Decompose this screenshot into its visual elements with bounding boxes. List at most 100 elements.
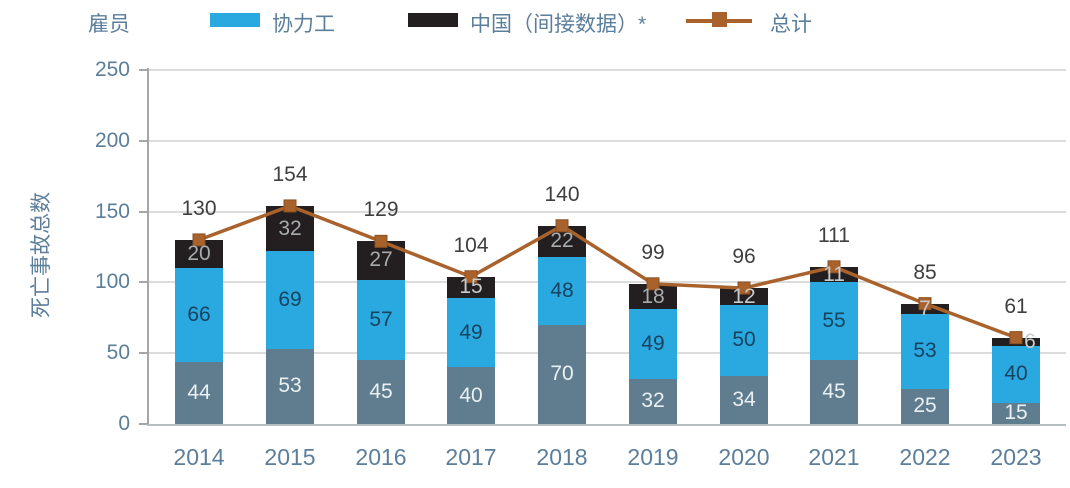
bar-segment-0-2017 [447,367,495,424]
y-axis-tick-label-0: 0 [118,412,130,435]
bar-value-label-1-2020: 50 [732,328,756,352]
bar-value-label-1-2021: 55 [822,309,846,333]
bar-segment-0-2014 [175,361,223,424]
x-axis-label-2017: 2017 [445,444,497,470]
bar-segment-1-2022 [901,313,949,389]
legend-item-china-indirect: 中国（间接数据）* [470,13,647,36]
x-axis-label-2018: 2018 [536,444,588,470]
x-axis-label-2016: 2016 [355,444,407,470]
bar-segment-0-2020 [720,375,768,424]
y-axis-line [147,68,149,425]
legend-line-marker-icon [712,12,727,27]
legend-item-total: 总计 [770,13,812,36]
x-axis-line [147,424,1066,426]
y-axis-tick-label-200: 200 [94,128,130,152]
gridline-100 [148,281,1066,284]
line-marker-2016 [374,234,388,248]
line-marker-2021 [827,260,841,274]
x-axis-label-2019: 2019 [627,444,679,470]
bar-segment-1-2017 [447,297,495,368]
x-axis-label-2020: 2020 [718,444,770,470]
bar-segment-1-2021 [810,282,858,361]
bar-value-label-2-2019: 18 [641,284,665,308]
bar-segment-1-2014 [175,268,223,362]
total-value-label-2017: 104 [453,233,489,257]
gridline-200 [148,139,1066,142]
bar-value-label-0-2023: 15 [1004,401,1028,425]
bar-value-label-0-2014: 44 [187,380,211,404]
total-value-label-2023: 61 [1004,294,1028,318]
total-value-label-2021: 111 [818,223,850,247]
bar-segment-0-2023 [992,402,1040,424]
legend-item-employees: 雇员 [88,13,130,36]
y-axis-tick-label-150: 150 [94,199,130,223]
bar-value-label-0-2022: 25 [913,394,937,418]
bar-segment-0-2015 [266,348,314,424]
total-value-label-2016: 129 [363,198,399,222]
bar-value-label-2-2014: 20 [187,242,211,266]
total-line [198,204,1017,340]
legend-swatch-china-indirect [408,13,458,27]
bar-value-label-0-2015: 53 [278,374,302,398]
total-value-label-2014: 130 [181,196,217,220]
x-axis-label-2014: 2014 [173,444,225,470]
bar-segment-0-2018 [538,324,586,424]
bar-value-label-0-2021: 45 [822,380,846,404]
bar-segment-1-2018 [538,256,586,325]
y-axis-tick-50 [139,352,148,355]
line-marker-2017 [464,270,478,284]
legend-swatch-contractors [210,13,260,27]
y-axis-tick-250 [139,69,148,71]
total-value-label-2019: 99 [641,240,665,264]
total-value-label-2020: 96 [732,245,756,269]
x-axis-label-2021: 2021 [808,444,860,470]
y-axis-tick-0 [139,423,148,425]
y-axis-tick-150 [139,210,148,213]
x-axis-label-2022: 2022 [899,444,951,470]
bar-value-label-1-2015: 69 [278,288,302,312]
bar-segment-1-2015 [266,251,314,349]
line-marker-2020 [737,281,751,295]
bar-value-label-1-2022: 53 [913,339,937,363]
bar-value-label-1-2016: 57 [369,307,393,331]
bar-segment-1-2023 [992,346,1040,403]
y-axis-tick-label-50: 50 [106,341,130,365]
gridline-250 [148,69,1066,71]
line-marker-2019 [646,277,660,291]
line-marker-2014 [192,233,206,247]
bar-value-label-0-2019: 32 [641,389,665,413]
bar-value-label-2-2021: 11 [823,262,845,286]
bar-value-label-0-2017: 40 [459,383,483,407]
gridline-150 [148,210,1066,213]
total-value-label-2022: 85 [913,260,937,284]
bar-segment-1-2016 [357,279,405,361]
bar-value-label-1-2023: 40 [1004,362,1028,386]
bar-value-label-0-2020: 34 [732,387,756,411]
bar-value-label-2-2017: 15 [459,275,483,299]
bar-segment-0-2016 [357,360,405,424]
bar-segment-2-2017 [447,276,495,298]
bar-segment-2-2020 [720,288,768,306]
bar-value-label-2-2020: 12 [732,284,756,308]
bar-segment-1-2019 [629,309,677,379]
y-axis-tick-label-250: 250 [94,58,130,81]
bar-segment-0-2022 [901,388,949,424]
bar-segment-0-2019 [629,378,677,424]
bar-value-label-0-2016: 45 [369,380,393,404]
bar-value-label-0-2018: 70 [550,362,574,386]
bar-value-label-1-2019: 49 [641,331,665,355]
bar-value-label-2-2015: 32 [278,216,302,240]
bar-value-label-2-2018: 22 [550,229,574,253]
gridline-50 [148,352,1066,355]
bar-value-label-1-2018: 48 [550,278,574,302]
line-marker-2023 [1009,331,1023,345]
line-marker-2015 [283,199,297,213]
bar-segment-1-2020 [720,305,768,376]
total-value-label-2018: 140 [544,182,580,206]
y-axis-tick-100 [139,281,148,284]
x-axis-label-2015: 2015 [264,444,316,470]
x-axis-label-2023: 2023 [990,444,1042,470]
total-value-label-2015: 154 [272,162,308,186]
